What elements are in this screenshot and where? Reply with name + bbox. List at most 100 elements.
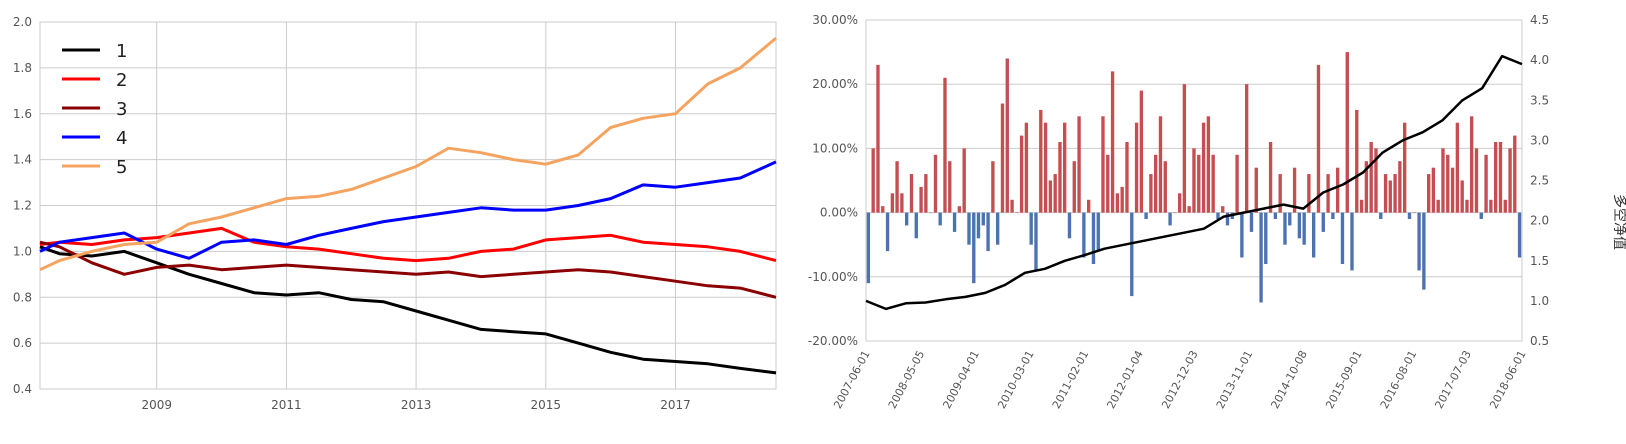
chart1-y-tick-label: 1.8: [13, 61, 32, 75]
ic-bar: [962, 148, 966, 213]
ic-bar: [1503, 199, 1507, 213]
ic-bar: [1517, 212, 1522, 258]
ic-bar: [948, 161, 952, 213]
ic-bar: [876, 64, 880, 213]
chart2-x-tick-label: 2015-09-01: [1323, 348, 1364, 411]
ic-bar: [1489, 199, 1493, 213]
ic-bar: [1178, 193, 1182, 213]
chart1-x-tick-labels: 2009 2011 2013 2015 2017: [141, 398, 690, 412]
chart2-x-tick-label: 2013-11-01: [1214, 348, 1255, 411]
ic-bar: [1091, 212, 1096, 264]
ic-bar: [1024, 122, 1029, 213]
ic-bar: [881, 206, 885, 213]
ic-bar: [1149, 174, 1153, 213]
ic-bar: [871, 148, 875, 213]
ic-bar: [1125, 142, 1129, 213]
ic-bar: [981, 212, 985, 226]
ic-bar: [1187, 206, 1191, 213]
ic-bar-chart: 30.00% 20.00% 10.00% 0.00% -10.00% -20.00% 4.…: [800, 13, 1626, 411]
ic-bar: [1436, 199, 1440, 213]
ic-bar: [1508, 148, 1512, 213]
ic-bar: [1245, 84, 1249, 213]
chart2-nav-line: [865, 54, 1523, 311]
ic-bar: [986, 212, 990, 252]
chart2-x-tick-label: 2016-08-01: [1378, 348, 1419, 411]
ic-bar: [1158, 116, 1163, 213]
ic-bar: [1134, 122, 1139, 213]
ic-bar: [1479, 212, 1483, 219]
ic-bar: [967, 212, 971, 245]
ic-bar: [1383, 174, 1388, 213]
ic-bar: [1039, 109, 1043, 213]
ic-bar: [972, 212, 976, 284]
ic-bar: [1130, 212, 1134, 297]
ic-bar: [900, 193, 904, 213]
chart2-right-axis-label: 多空净值: [1611, 194, 1626, 250]
legend-label-3: 3: [116, 99, 127, 120]
chart2-x-tick-label: 2018-06-01: [1487, 348, 1528, 411]
ic-bar: [1336, 167, 1340, 213]
ic-bar: [1374, 148, 1378, 213]
ic-bar: [1115, 193, 1120, 213]
chart2-left-y-ticks: 30.00% 20.00% 10.00% 0.00% -10.00% -20.00%: [808, 13, 858, 348]
ic-bar: [1331, 212, 1335, 219]
ic-bar: [924, 174, 928, 213]
ic-bar: [1144, 212, 1148, 219]
ic-bar: [1201, 122, 1206, 213]
ic-bar: [952, 212, 957, 232]
ic-bar: [1015, 212, 1019, 214]
chart2-left-tick-label: 30.00%: [812, 13, 858, 27]
ic-bar: [1053, 174, 1057, 213]
ic-bar: [1005, 58, 1009, 213]
chart2-left-tick-label: -10.00%: [808, 270, 858, 284]
ic-bar: [1302, 212, 1306, 245]
ic-bar: [1307, 174, 1311, 213]
chart2-x-tick-label: 2008-05-05: [886, 348, 927, 411]
ic-bar: [1388, 180, 1392, 213]
chart2-left-tick-label: 10.00%: [812, 141, 858, 155]
ic-bar: [1173, 212, 1177, 214]
ic-bar: [957, 206, 962, 213]
ic-bar: [1168, 212, 1172, 226]
chart1-y-tick-label: 2.0: [13, 15, 32, 29]
ic-bar: [1197, 154, 1201, 213]
ic-bar: [1340, 212, 1345, 264]
nav-line: [865, 54, 1523, 311]
ic-bar: [1206, 116, 1211, 213]
chart1-y-tick-label: 0.8: [13, 290, 32, 304]
ic-bar: [895, 161, 899, 213]
ic-bar: [1350, 212, 1354, 271]
chart1-y-tick-label: 1.6: [13, 107, 32, 121]
ic-bar: [1345, 52, 1349, 213]
chart1-y-tick-labels: 0.4 0.6 0.8 1.0 1.2 1.4 1.6 1.8 2.0: [13, 15, 32, 396]
ic-bar: [943, 77, 947, 213]
ic-bar: [1216, 212, 1220, 219]
ic-bar: [1417, 212, 1421, 271]
chart1-y-tick-label: 1.2: [13, 199, 32, 213]
chart2-left-axis-label: IC: [800, 186, 803, 198]
ic-bar: [1240, 212, 1244, 258]
ic-bar: [1254, 167, 1258, 213]
ic-bar: [1460, 180, 1464, 213]
ic-bar: [1465, 199, 1469, 213]
ic-bar: [991, 161, 995, 213]
chart1-series-line-5: [39, 36, 777, 272]
ic-bar: [1288, 212, 1292, 226]
chart2-left-tick-label: 0.00%: [820, 206, 858, 220]
legend-label-2: 2: [116, 70, 127, 91]
ic-bar: [1446, 154, 1450, 213]
ic-bar: [1221, 206, 1225, 213]
ic-bar: [1422, 212, 1426, 290]
chart2-right-tick-label: 4.0: [1530, 53, 1549, 67]
ic-bar: [1474, 148, 1479, 213]
legend-label-1: 1: [116, 41, 127, 62]
ic-bar: [1048, 180, 1053, 213]
ic-bar: [1498, 142, 1503, 213]
ic-bar: [1321, 212, 1325, 232]
ic-bar: [1379, 212, 1383, 219]
chart2-x-tick-label: 2011-02-01: [1050, 348, 1091, 411]
ic-bar: [1283, 212, 1287, 245]
chart1-y-tick-label: 0.6: [13, 336, 32, 350]
ic-bar: [1139, 90, 1144, 213]
chart2-ic-bars: [866, 52, 1522, 303]
